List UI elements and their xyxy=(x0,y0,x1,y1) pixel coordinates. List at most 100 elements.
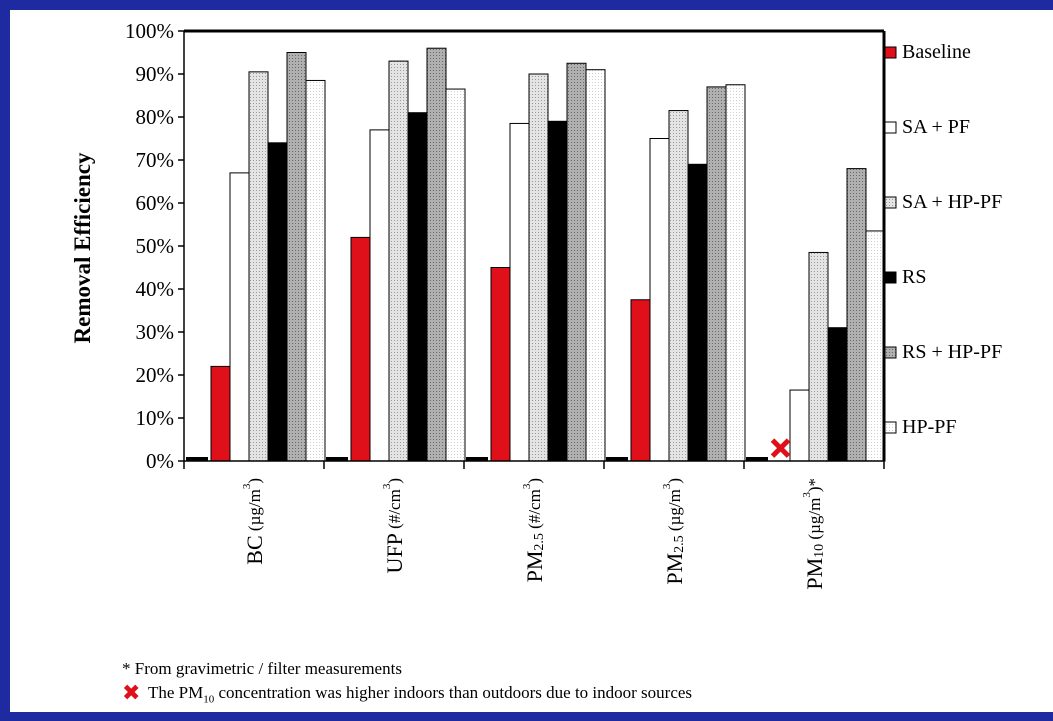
baseline-gap-mark xyxy=(466,457,488,461)
bar xyxy=(248,71,269,462)
bar xyxy=(566,62,587,462)
bar xyxy=(547,120,568,462)
y-tick-label: 30% xyxy=(136,320,175,344)
y-tick-label: 70% xyxy=(136,148,175,172)
x-label-main: BC xyxy=(242,535,267,564)
legend-swatch xyxy=(884,271,897,284)
bar xyxy=(369,129,390,462)
bar xyxy=(725,84,746,462)
bar xyxy=(490,267,511,462)
x-label-tail: ) xyxy=(525,478,544,484)
legend-swatch xyxy=(884,196,897,209)
x-label-superscript: 3 xyxy=(661,483,673,489)
legend-swatch xyxy=(884,346,897,359)
legend-item: RS xyxy=(884,266,926,288)
bar xyxy=(528,73,549,462)
baseline-gap-mark xyxy=(186,457,208,461)
bar xyxy=(630,299,651,462)
x-category-label: UFP (#/cm3) xyxy=(381,478,407,573)
bar xyxy=(585,69,606,462)
footnote-gravimetric: * From gravimetric / filter measurements xyxy=(122,659,402,678)
y-tick-label: 10% xyxy=(136,406,175,430)
legend-item: Baseline xyxy=(884,41,971,63)
x-category-label: PM2.5 (#/cm3) xyxy=(521,478,547,582)
footnote-indoor-sources: ✖ The PM10 concentration was higher indoo… xyxy=(122,681,693,706)
y-tick-label: 100% xyxy=(125,19,174,43)
x-category-label: PM2.5 (µg/m3) xyxy=(661,478,687,585)
legend-label: RS + HP-PF xyxy=(902,341,1002,363)
baseline-gap-mark xyxy=(746,457,768,461)
legend-swatch xyxy=(884,46,897,59)
bar xyxy=(649,138,670,462)
x-label-unit: (#/cm xyxy=(525,489,544,533)
x-label-subscript: 2.5 xyxy=(672,535,687,553)
y-tick-label: 60% xyxy=(136,191,175,215)
x-label-tail: ) xyxy=(665,478,684,484)
baseline-gap-mark xyxy=(606,457,628,461)
legend-label: HP-PF xyxy=(902,416,956,438)
x-label-unit: (µg/m xyxy=(805,498,824,544)
bar xyxy=(388,60,409,462)
x-label-main: PM xyxy=(662,553,687,585)
y-tick-label: 20% xyxy=(136,363,175,387)
legend-swatch xyxy=(884,421,897,434)
legend-item: RS + HP-PF xyxy=(884,341,1002,363)
bar xyxy=(350,236,371,462)
legend-label: SA + PF xyxy=(902,116,970,138)
removal-efficiency-chart: 0% 10% 20% 30% 40% 50% 60% 70% 80% 90% 100% BC (µg… xyxy=(70,19,1002,590)
red-x-stroke xyxy=(770,438,791,458)
x-label-superscript: 3 xyxy=(241,483,253,489)
x-label-tail: ) xyxy=(385,478,404,484)
y-tick-label: 80% xyxy=(136,105,175,129)
legend-swatch xyxy=(884,121,897,134)
bar xyxy=(706,86,727,462)
legend-label: Baseline xyxy=(902,41,971,63)
bar xyxy=(687,163,708,462)
bar xyxy=(509,122,530,462)
x-label-unit: (#/cm xyxy=(385,489,404,533)
bar xyxy=(827,327,848,462)
x-category-label: BC (µg/m3) xyxy=(241,478,267,565)
bar xyxy=(808,251,829,462)
y-tick-label: 0% xyxy=(146,449,174,473)
x-label-tail: ) xyxy=(245,478,264,484)
x-label-subscript: 2.5 xyxy=(532,533,547,551)
bar xyxy=(210,365,231,462)
bar xyxy=(267,142,288,462)
bar xyxy=(865,230,886,462)
bar xyxy=(445,88,466,462)
legend-item: HP-PF xyxy=(884,416,956,438)
x-label-unit: (µg/m xyxy=(665,489,684,535)
y-tick-label: 90% xyxy=(136,62,175,86)
bar xyxy=(789,389,810,462)
slide-panel: 0% 10% 20% 30% 40% 50% 60% 70% 80% 90% 100% BC (µg… xyxy=(10,10,1053,712)
baseline-gap-mark xyxy=(326,457,348,461)
footnote-x-suffix: concentration was higher indoors than ou… xyxy=(214,683,693,702)
y-axis-title: Removal Efficiency xyxy=(70,152,95,343)
red-x-icon: ✖ xyxy=(122,681,141,706)
bar xyxy=(286,52,307,462)
footnotes: * From gravimetric / filter measurements… xyxy=(122,659,693,706)
footnote-x-sub: 10 xyxy=(203,693,215,706)
x-label-main: UFP xyxy=(382,533,407,573)
y-tick-label: 40% xyxy=(136,277,175,301)
bar xyxy=(668,110,689,462)
red-x-icon xyxy=(770,438,791,458)
x-label-superscript: 3 xyxy=(381,483,393,489)
legend-item: SA + PF xyxy=(884,116,970,138)
legend-label: RS xyxy=(902,266,926,288)
x-label-subscript: 10 xyxy=(812,544,827,558)
x-label-superscript: 3 xyxy=(521,483,533,489)
bar xyxy=(407,112,428,462)
footnote-x-prefix: The PM xyxy=(148,683,204,702)
legend-item: SA + HP-PF xyxy=(884,191,1002,213)
bar xyxy=(426,47,447,462)
bar xyxy=(846,168,867,462)
x-label-main: PM xyxy=(522,551,547,583)
x-label-tail: )* xyxy=(805,478,824,492)
legend-label: SA + HP-PF xyxy=(902,191,1002,213)
y-tick-label: 50% xyxy=(136,234,175,258)
bar xyxy=(305,79,326,462)
x-label-main: PM xyxy=(802,558,827,590)
x-label-unit: (µg/m xyxy=(245,489,264,535)
